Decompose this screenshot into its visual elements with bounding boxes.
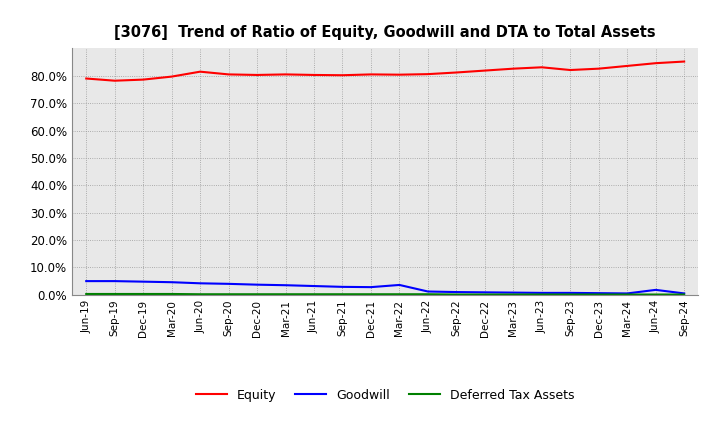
Equity	[110, 78, 119, 83]
Deferred Tax Assets	[167, 291, 176, 297]
Equity	[82, 76, 91, 81]
Deferred Tax Assets	[423, 292, 432, 297]
Equity	[423, 71, 432, 77]
Equity	[480, 68, 489, 73]
Deferred Tax Assets	[225, 292, 233, 297]
Equity	[167, 74, 176, 79]
Deferred Tax Assets	[566, 292, 575, 297]
Goodwill	[310, 283, 318, 289]
Deferred Tax Assets	[366, 292, 375, 297]
Goodwill	[167, 279, 176, 285]
Goodwill	[652, 287, 660, 293]
Deferred Tax Assets	[110, 291, 119, 297]
Deferred Tax Assets	[338, 292, 347, 297]
Goodwill	[395, 282, 404, 288]
Deferred Tax Assets	[537, 292, 546, 297]
Equity	[452, 70, 461, 75]
Deferred Tax Assets	[509, 292, 518, 297]
Deferred Tax Assets	[395, 292, 404, 297]
Goodwill	[480, 290, 489, 295]
Goodwill	[225, 281, 233, 286]
Deferred Tax Assets	[253, 292, 261, 297]
Deferred Tax Assets	[480, 292, 489, 297]
Deferred Tax Assets	[652, 292, 660, 297]
Deferred Tax Assets	[595, 292, 603, 297]
Goodwill	[566, 290, 575, 296]
Equity	[196, 69, 204, 74]
Line: Goodwill: Goodwill	[86, 281, 684, 293]
Goodwill	[537, 290, 546, 296]
Goodwill	[338, 284, 347, 290]
Goodwill	[253, 282, 261, 287]
Deferred Tax Assets	[282, 292, 290, 297]
Equity	[537, 65, 546, 70]
Goodwill	[680, 291, 688, 296]
Goodwill	[196, 281, 204, 286]
Goodwill	[139, 279, 148, 284]
Equity	[652, 61, 660, 66]
Equity	[395, 72, 404, 77]
Equity	[225, 72, 233, 77]
Deferred Tax Assets	[139, 291, 148, 297]
Goodwill	[366, 285, 375, 290]
Deferred Tax Assets	[623, 292, 631, 297]
Equity	[282, 72, 290, 77]
Title: [3076]  Trend of Ratio of Equity, Goodwill and DTA to Total Assets: [3076] Trend of Ratio of Equity, Goodwil…	[114, 25, 656, 40]
Goodwill	[423, 289, 432, 294]
Goodwill	[595, 290, 603, 296]
Equity	[595, 66, 603, 71]
Equity	[566, 67, 575, 73]
Line: Equity: Equity	[86, 62, 684, 81]
Equity	[509, 66, 518, 71]
Equity	[366, 72, 375, 77]
Deferred Tax Assets	[310, 292, 318, 297]
Equity	[680, 59, 688, 64]
Equity	[310, 72, 318, 77]
Equity	[139, 77, 148, 82]
Goodwill	[452, 290, 461, 295]
Equity	[623, 63, 631, 69]
Deferred Tax Assets	[680, 292, 688, 297]
Deferred Tax Assets	[196, 292, 204, 297]
Deferred Tax Assets	[452, 292, 461, 297]
Goodwill	[509, 290, 518, 295]
Goodwill	[110, 279, 119, 284]
Deferred Tax Assets	[82, 291, 91, 297]
Goodwill	[82, 279, 91, 284]
Legend: Equity, Goodwill, Deferred Tax Assets: Equity, Goodwill, Deferred Tax Assets	[191, 384, 580, 407]
Goodwill	[623, 291, 631, 296]
Equity	[338, 73, 347, 78]
Goodwill	[282, 282, 290, 288]
Equity	[253, 72, 261, 77]
